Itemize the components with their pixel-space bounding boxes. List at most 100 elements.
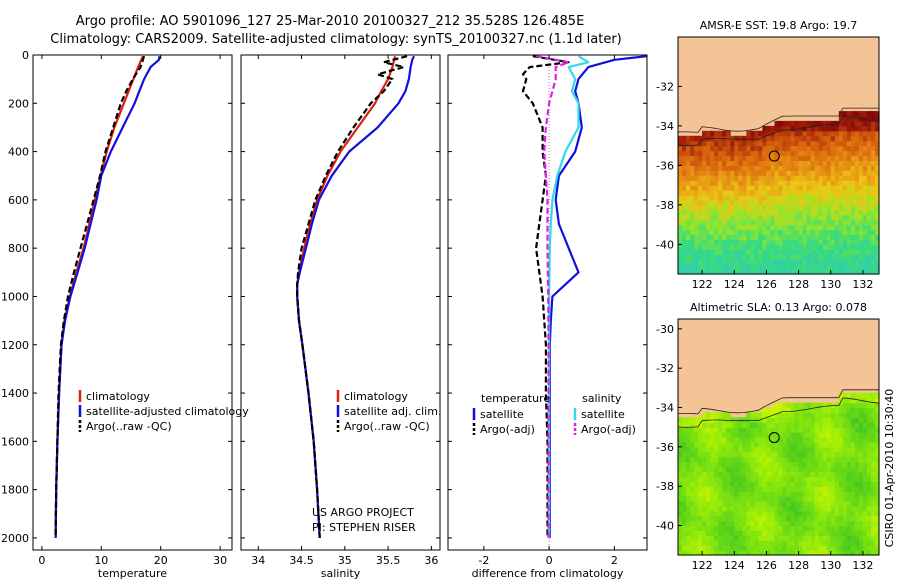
map-cell: [802, 249, 808, 255]
map-cell: [842, 392, 848, 399]
map-cell: [718, 510, 723, 517]
map-cell: [778, 204, 784, 211]
map-cell: [871, 214, 876, 221]
map-cell: [838, 214, 844, 221]
map-cell: [774, 175, 780, 181]
map-cell: [766, 451, 771, 458]
map-cell: [790, 446, 796, 453]
map-cell: [806, 224, 812, 231]
map-cell: [738, 545, 743, 551]
map-cell: [714, 520, 719, 527]
map-cell: [850, 432, 856, 438]
map-cell: [678, 491, 683, 497]
map-cell: [738, 214, 743, 221]
map-cell: [682, 135, 687, 142]
map-cell: [875, 135, 880, 142]
map-cell: [746, 510, 751, 517]
map-cell: [706, 412, 711, 418]
map-cell: [682, 195, 687, 201]
map-cell: [714, 209, 719, 216]
map-cell: [814, 500, 820, 507]
map-cell: [690, 234, 695, 240]
map-cell: [770, 165, 776, 171]
map-cell: [830, 476, 836, 482]
map-cell: [818, 224, 824, 231]
map-cell: [702, 269, 707, 275]
map-cell: [875, 520, 880, 527]
map-cell: [862, 545, 868, 551]
map-cell: [746, 204, 751, 211]
map-cell: [694, 456, 699, 463]
map-cell: [746, 461, 751, 468]
map-cell: [742, 441, 747, 448]
map-cell: [702, 249, 707, 255]
map-cell: [726, 150, 731, 157]
map-cell: [754, 190, 759, 196]
map-cell: [842, 145, 848, 152]
map-cell: [862, 441, 868, 448]
map-cell: [694, 259, 699, 265]
map-cell: [854, 175, 860, 181]
map-cell: [838, 466, 844, 472]
map-cell: [698, 505, 703, 512]
map-cell: [722, 214, 727, 221]
map-cell: [758, 545, 763, 551]
map-cell: [854, 249, 860, 255]
map-cell: [858, 412, 864, 418]
map-cell: [698, 224, 703, 231]
map-cell: [842, 204, 848, 211]
map-cell: [762, 229, 767, 236]
map-cell: [722, 515, 727, 522]
map-cell: [774, 525, 780, 531]
map-cell: [806, 550, 812, 556]
map-cell: [706, 244, 711, 250]
map-cell: [726, 234, 731, 240]
map-cell: [682, 190, 687, 196]
map-cell: [818, 520, 824, 527]
map-cell: [806, 471, 812, 477]
map-cell: [842, 120, 848, 127]
map-cell: [758, 259, 763, 265]
map-cell: [750, 219, 755, 226]
map-cell: [778, 417, 784, 423]
map-cell: [686, 530, 691, 536]
map-cell: [818, 264, 824, 270]
map-cell: [830, 412, 836, 418]
map-cell: [698, 417, 703, 423]
map-cell: [850, 437, 856, 443]
map-cell: [814, 145, 820, 152]
map-cell: [722, 209, 727, 216]
map-cell: [770, 244, 776, 250]
map-cell: [866, 254, 872, 260]
map-cell: [678, 525, 683, 531]
coastline: [677, 389, 879, 415]
map-cell: [726, 170, 731, 176]
map-cell: [734, 525, 739, 531]
map-cell: [782, 180, 788, 186]
map-cell: [690, 530, 695, 536]
map-cell: [726, 229, 731, 236]
map-cell: [686, 481, 691, 487]
map-cell: [682, 510, 687, 517]
map-cell: [854, 550, 860, 556]
map-cell: [770, 180, 776, 186]
map-cell: [702, 130, 707, 137]
map-cell: [778, 466, 784, 472]
map-cell: [838, 456, 844, 463]
map-cell: [782, 229, 788, 236]
map-cell: [698, 491, 703, 497]
map-cell: [830, 234, 836, 240]
map-cell: [810, 199, 816, 206]
map-cell: [702, 422, 707, 428]
map-cell: [818, 130, 824, 137]
map-cell: [866, 209, 872, 216]
map-cell: [846, 175, 852, 181]
header-line-2: Climatology: CARS2009. Satellite-adjuste…: [50, 32, 622, 47]
map-cell: [862, 471, 868, 477]
map-cell: [698, 461, 703, 468]
map-cell: [846, 234, 852, 240]
map-cell: [794, 244, 800, 250]
map-cell: [742, 185, 747, 191]
map-cell: [730, 155, 735, 161]
map-cell: [786, 491, 792, 497]
